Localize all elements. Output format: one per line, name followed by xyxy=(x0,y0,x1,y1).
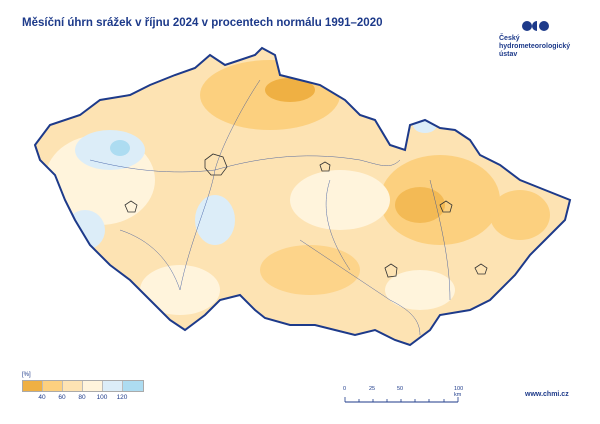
logo-line: Český xyxy=(499,35,520,42)
legend-label: 100 xyxy=(96,394,108,401)
legend-swatch xyxy=(83,381,103,391)
city-prague xyxy=(204,153,228,176)
scale-label: 0 xyxy=(343,386,347,392)
legend-swatch xyxy=(103,381,123,391)
logo-line: ústav xyxy=(499,51,518,58)
website-link[interactable]: www.chmi.cz xyxy=(525,391,569,398)
legend-label: 60 xyxy=(58,394,66,401)
legend-unit: [%] xyxy=(22,372,31,378)
country-border xyxy=(33,46,572,347)
legend: [%] 40 60 80 100 120 xyxy=(22,372,144,402)
legend-swatch xyxy=(63,381,83,391)
city-zlin xyxy=(474,263,488,275)
chmi-logo-mark-icon xyxy=(522,21,549,31)
scale-label: 25 xyxy=(369,386,376,392)
legend-color-scale xyxy=(22,380,144,392)
rivers xyxy=(89,79,451,336)
legend-label: 80 xyxy=(78,394,86,401)
legend-swatch xyxy=(43,381,63,391)
legend-swatch xyxy=(23,381,43,391)
city-hradec xyxy=(319,161,331,172)
legend-swatch xyxy=(123,381,143,391)
logo-line: hydrometeorologický xyxy=(499,43,571,50)
map-title: Měsíční úhrn srážek v říjnu 2024 v proce… xyxy=(22,17,383,29)
legend-label: 40 xyxy=(38,394,46,401)
legend-label: 120 xyxy=(116,394,128,401)
scale-bar: 0 25 50 100 km xyxy=(343,386,464,406)
scale-bar-line xyxy=(344,397,459,403)
scale-label: 50 xyxy=(397,386,404,392)
city-brno xyxy=(384,263,398,278)
scale-label: 100 km xyxy=(454,386,464,398)
city-olomouc xyxy=(439,200,453,213)
city-plzen xyxy=(124,200,138,213)
city-outlines xyxy=(124,153,488,278)
